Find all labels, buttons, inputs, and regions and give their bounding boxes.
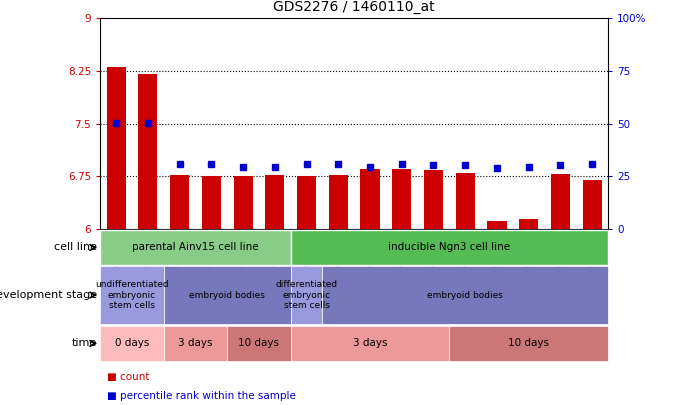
Bar — [106, 67, 126, 229]
Text: cell line: cell line — [54, 243, 97, 252]
Text: 10 days: 10 days — [238, 339, 279, 348]
Bar — [164, 266, 291, 324]
Bar — [202, 176, 221, 229]
Bar — [170, 175, 189, 229]
Bar — [291, 266, 323, 324]
Bar — [329, 175, 348, 229]
Bar — [424, 170, 443, 229]
Bar — [100, 230, 291, 265]
Text: embryoid bodies: embryoid bodies — [427, 290, 503, 300]
Bar — [164, 326, 227, 361]
Bar — [234, 176, 252, 229]
Bar — [519, 219, 538, 229]
Bar — [361, 169, 379, 229]
Bar — [100, 326, 164, 361]
Bar — [583, 180, 602, 229]
Text: 3 days: 3 days — [353, 339, 387, 348]
Bar — [291, 230, 608, 265]
Text: 0 days: 0 days — [115, 339, 149, 348]
Bar — [265, 175, 284, 229]
Bar — [323, 266, 608, 324]
Bar — [100, 266, 164, 324]
Bar — [392, 169, 411, 229]
Text: 10 days: 10 days — [508, 339, 549, 348]
Bar — [138, 74, 158, 229]
Bar — [449, 326, 608, 361]
Bar — [297, 176, 316, 229]
Bar — [227, 326, 291, 361]
Text: time: time — [71, 339, 97, 348]
Text: 3 days: 3 days — [178, 339, 213, 348]
Bar — [456, 173, 475, 229]
Bar — [551, 174, 570, 229]
Text: ■ count: ■ count — [107, 371, 150, 382]
Text: embryoid bodies: embryoid bodies — [189, 290, 265, 300]
Text: differentiated
embryonic
stem cells: differentiated embryonic stem cells — [276, 280, 338, 310]
Text: inducible Ngn3 cell line: inducible Ngn3 cell line — [388, 243, 511, 252]
Text: development stage: development stage — [0, 290, 97, 300]
Title: GDS2276 / 1460110_at: GDS2276 / 1460110_at — [274, 0, 435, 15]
Text: parental Ainv15 cell line: parental Ainv15 cell line — [132, 243, 258, 252]
Bar — [291, 326, 449, 361]
Text: undifferentiated
embryonic
stem cells: undifferentiated embryonic stem cells — [95, 280, 169, 310]
Text: ■ percentile rank within the sample: ■ percentile rank within the sample — [107, 391, 296, 401]
Bar — [487, 221, 507, 229]
